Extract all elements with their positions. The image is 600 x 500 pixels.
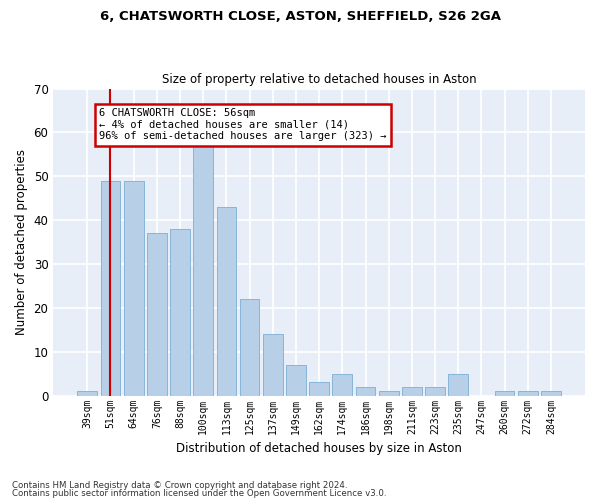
Bar — [286, 365, 306, 396]
Text: Contains HM Land Registry data © Crown copyright and database right 2024.: Contains HM Land Registry data © Crown c… — [12, 481, 347, 490]
Bar — [332, 374, 352, 396]
Bar — [263, 334, 283, 396]
Bar — [309, 382, 329, 396]
Bar — [147, 234, 167, 396]
Bar — [193, 141, 213, 396]
X-axis label: Distribution of detached houses by size in Aston: Distribution of detached houses by size … — [176, 442, 462, 455]
Bar — [77, 392, 97, 396]
Bar — [217, 207, 236, 396]
Bar — [101, 180, 121, 396]
Y-axis label: Number of detached properties: Number of detached properties — [15, 149, 28, 335]
Bar — [518, 392, 538, 396]
Text: 6, CHATSWORTH CLOSE, ASTON, SHEFFIELD, S26 2GA: 6, CHATSWORTH CLOSE, ASTON, SHEFFIELD, S… — [100, 10, 500, 23]
Bar — [379, 392, 398, 396]
Bar — [541, 392, 561, 396]
Bar — [170, 229, 190, 396]
Title: Size of property relative to detached houses in Aston: Size of property relative to detached ho… — [162, 73, 476, 86]
Text: Contains public sector information licensed under the Open Government Licence v3: Contains public sector information licen… — [12, 488, 386, 498]
Text: 6 CHATSWORTH CLOSE: 56sqm
← 4% of detached houses are smaller (14)
96% of semi-d: 6 CHATSWORTH CLOSE: 56sqm ← 4% of detach… — [99, 108, 386, 142]
Bar — [448, 374, 468, 396]
Bar — [124, 180, 143, 396]
Bar — [495, 392, 514, 396]
Bar — [425, 387, 445, 396]
Bar — [240, 299, 259, 396]
Bar — [356, 387, 376, 396]
Bar — [402, 387, 422, 396]
